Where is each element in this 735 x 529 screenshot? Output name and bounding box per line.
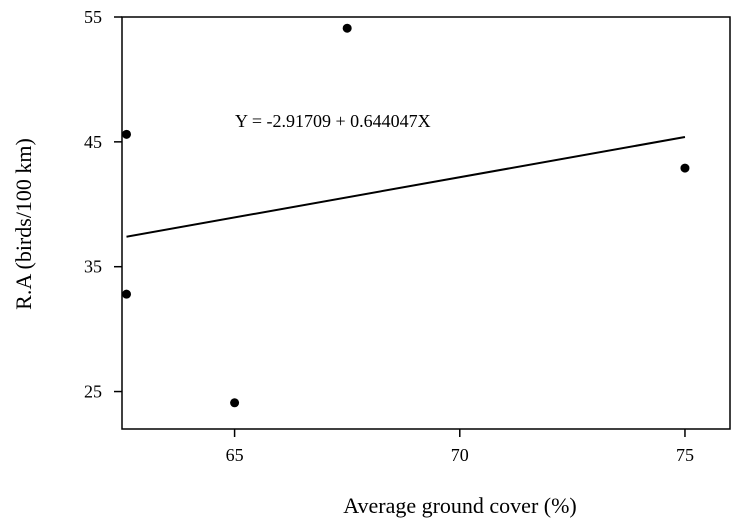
plot-border [121,16,731,430]
data-point [122,289,132,299]
y-tick-label: 25 [84,382,102,402]
regression-layer [126,136,686,238]
y-axis-title: R.A (birds/100 km) [11,138,36,310]
x-tick-label: 65 [226,445,244,465]
data-point [230,398,240,408]
x-tick-label: 70 [451,445,469,465]
y-axis-ticks: 25 35 45 55 [84,7,122,402]
plot-frame [121,16,731,430]
x-axis-title: Average ground cover (%) [343,493,577,518]
x-tick-label: 75 [676,445,694,465]
data-point [122,129,132,139]
x-axis-ticks: 65 70 75 [226,429,694,465]
regression-equation: Y = -2.91709 + 0.644047X [235,111,431,131]
y-tick-label: 45 [84,132,102,152]
data-point [342,23,352,33]
data-points [122,23,690,408]
y-tick-label: 35 [84,257,102,277]
y-tick-label: 55 [84,7,102,27]
data-point [680,163,690,173]
regression-line [126,136,686,238]
